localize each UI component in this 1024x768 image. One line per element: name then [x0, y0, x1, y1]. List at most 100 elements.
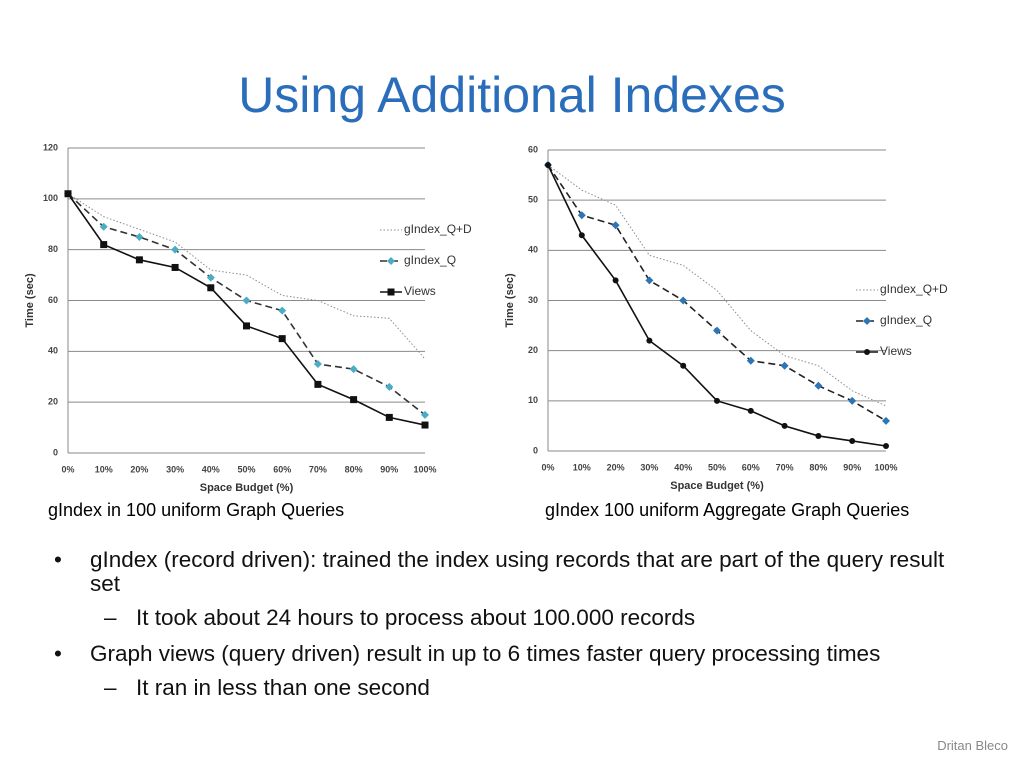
sub-bullet: It ran in less than one second [50, 676, 970, 701]
footer: Dritan Bleco [937, 738, 1008, 753]
marker [680, 362, 687, 369]
marker [278, 306, 287, 315]
marker [883, 442, 889, 449]
y-tick-label: 20 [528, 345, 538, 355]
y-tick-label: 10 [528, 395, 538, 405]
x-tick-label: 70% [309, 464, 327, 474]
series: gIndex_Q [544, 161, 932, 425]
x-tick-label: 0% [61, 464, 74, 474]
series: gIndex_Q+D [67, 193, 472, 360]
marker [206, 273, 215, 282]
x-tick-label: 100% [413, 464, 436, 474]
marker [207, 284, 215, 292]
marker [171, 245, 180, 254]
series-line [67, 193, 426, 360]
legend-label: gIndex_Q+D [404, 222, 472, 236]
marker [747, 407, 754, 414]
bullet-list: gIndex (record driven): trained the inde… [50, 548, 970, 712]
x-tick-label: 40% [202, 464, 220, 474]
x-tick-label: 90% [843, 462, 861, 472]
marker [746, 356, 755, 365]
x-tick-label: 70% [776, 462, 794, 472]
marker [135, 256, 143, 264]
y-axis-label: Time (sec) [504, 273, 516, 328]
x-tick-label: 100% [874, 462, 897, 472]
series-line [67, 193, 426, 426]
y-tick-label: 60 [528, 144, 538, 154]
y-tick-label: 120 [43, 142, 58, 152]
x-axis-label: Space Budget (%) [670, 480, 764, 492]
series: gIndex_Q [64, 189, 456, 419]
marker [849, 437, 856, 444]
x-tick-label: 50% [708, 462, 726, 472]
series: gIndex_Q+D [547, 164, 948, 407]
y-tick-label: 20 [48, 397, 58, 407]
y-tick-label: 0 [533, 445, 538, 455]
marker [421, 421, 429, 429]
marker [578, 232, 585, 239]
y-tick-label: 40 [528, 245, 538, 255]
marker [611, 221, 620, 230]
x-axis-label: Space Budget (%) [200, 482, 294, 494]
x-tick-label: 80% [809, 462, 827, 472]
marker [278, 335, 286, 343]
marker [349, 365, 358, 374]
legend-label: Views [880, 344, 912, 358]
marker [612, 277, 619, 284]
marker [387, 288, 395, 296]
legend-label: gIndex_Q [880, 313, 932, 327]
x-tick-label: 50% [237, 464, 255, 474]
x-tick-label: 30% [166, 464, 184, 474]
legend-label: gIndex_Q [404, 253, 456, 267]
marker [713, 326, 721, 335]
marker [242, 296, 251, 305]
marker [645, 276, 654, 285]
marker [814, 381, 823, 390]
marker [780, 361, 789, 370]
y-axis-label: Time (sec) [24, 273, 36, 328]
marker [385, 382, 394, 391]
x-tick-label: 30% [640, 462, 658, 472]
marker [882, 416, 890, 425]
marker [864, 349, 870, 355]
y-tick-label: 0 [53, 447, 58, 457]
marker [243, 322, 250, 330]
marker [679, 296, 688, 305]
marker [848, 396, 857, 405]
y-tick-label: 30 [528, 295, 538, 305]
x-tick-label: 90% [380, 464, 398, 474]
marker [99, 222, 108, 231]
legend-label: Views [404, 284, 436, 298]
series-line [547, 164, 887, 407]
marker [171, 263, 179, 271]
marker [577, 211, 586, 220]
y-tick-label: 60 [48, 295, 58, 305]
bullet: gIndex (record driven): trained the inde… [50, 548, 970, 596]
x-tick-label: 60% [742, 462, 760, 472]
marker [64, 190, 72, 198]
sub-bullet: It took about 24 hours to process about … [50, 606, 970, 631]
x-tick-label: 80% [345, 464, 363, 474]
bullet: Graph views (query driven) result in up … [50, 642, 970, 667]
y-tick-label: 50 [528, 195, 538, 205]
y-tick-label: 100 [43, 193, 58, 203]
marker [387, 257, 395, 265]
marker [646, 337, 653, 344]
marker [545, 162, 551, 169]
marker [714, 397, 720, 404]
marker [781, 422, 788, 429]
series-line [547, 164, 887, 422]
marker [314, 380, 322, 388]
marker [815, 432, 822, 439]
marker [350, 396, 358, 404]
x-tick-label: 10% [95, 464, 113, 474]
marker [421, 410, 429, 419]
x-tick-label: 20% [607, 462, 625, 472]
marker [385, 413, 393, 421]
marker [100, 241, 108, 249]
legend-label: gIndex_Q+D [880, 282, 948, 296]
series: Views [545, 162, 912, 449]
marker [313, 360, 322, 369]
